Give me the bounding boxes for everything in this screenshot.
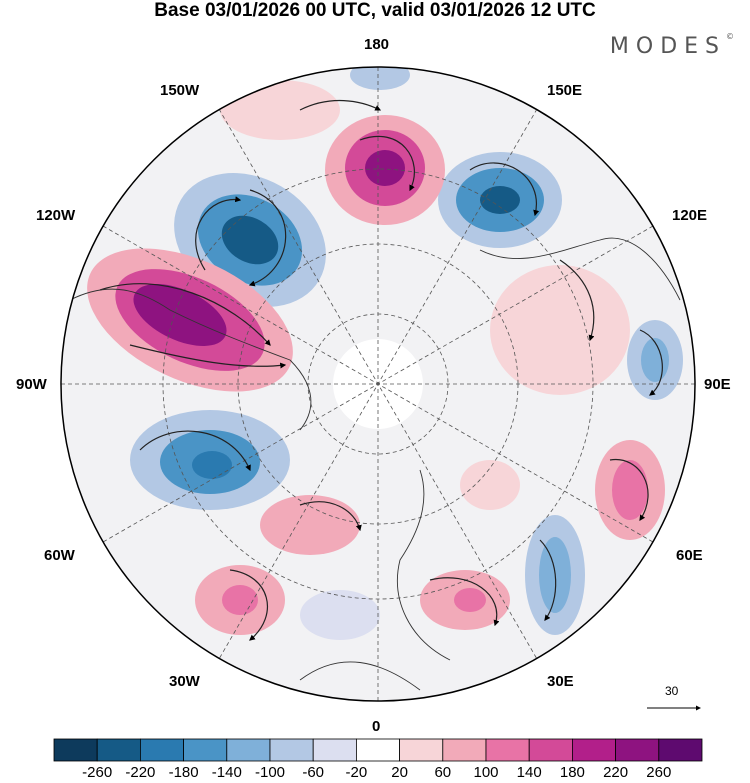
wind-streamlines bbox=[99, 100, 663, 641]
colorbar-tick-label: -100 bbox=[254, 764, 286, 781]
colorbar-swatch bbox=[269, 738, 314, 762]
colorbar-swatch bbox=[528, 738, 573, 762]
colorbar-tick-label: -220 bbox=[125, 764, 156, 781]
anomaly-field bbox=[61, 67, 695, 701]
colorbar-tick-label: 260 bbox=[646, 764, 672, 781]
colorbar-tick-label: 20 bbox=[391, 764, 408, 781]
colorbar-swatch bbox=[139, 738, 184, 762]
brand-mark: © bbox=[726, 32, 734, 41]
map-boundary bbox=[60, 66, 696, 702]
colorbar-swatch bbox=[572, 738, 617, 762]
colorbar-tick-label: -260 bbox=[82, 764, 113, 781]
colorbar-swatch bbox=[96, 738, 141, 762]
lon-label-180: 180 bbox=[364, 36, 390, 53]
colorbar-tick-label: 180 bbox=[559, 764, 585, 781]
brand-name: MODES bbox=[609, 34, 726, 59]
colorbar-swatch bbox=[442, 738, 487, 762]
lon-label-30w: 30W bbox=[169, 673, 200, 690]
colorbar-swatch bbox=[658, 738, 703, 762]
lon-label-60e: 60E bbox=[676, 547, 703, 564]
colorbar-swatch bbox=[355, 738, 400, 762]
lon-label-60w: 60W bbox=[44, 547, 75, 564]
lon-label-120e: 120E bbox=[672, 207, 708, 224]
colorbar-tick-label: -180 bbox=[168, 764, 199, 781]
colorbar-tick-label: -20 bbox=[345, 764, 368, 781]
lon-label-150e: 150E bbox=[547, 82, 583, 99]
colorbar-tick-label: 100 bbox=[473, 764, 499, 781]
colorbar-swatch bbox=[183, 738, 228, 762]
lon-label-90w: 90W bbox=[16, 376, 47, 393]
colorbar-swatch bbox=[53, 738, 98, 762]
colorbar bbox=[53, 738, 703, 762]
colorbar-tick-label: 60 bbox=[434, 764, 452, 781]
colorbar-swatch bbox=[226, 738, 271, 762]
coastlines bbox=[69, 237, 681, 691]
lon-label-90e: 90E bbox=[704, 376, 731, 393]
colorbar-tick-label: -140 bbox=[211, 764, 242, 781]
colorbar-swatch bbox=[312, 738, 357, 762]
map-title: Base 03/01/2026 00 UTC, valid 03/01/2026… bbox=[154, 0, 596, 21]
colorbar-tick-label: 220 bbox=[603, 764, 629, 781]
brand-logo: MODES© bbox=[609, 32, 734, 59]
lon-label-120w: 120W bbox=[36, 207, 76, 224]
colorbar-tick-label: -60 bbox=[302, 764, 325, 781]
colorbar-swatch bbox=[615, 738, 660, 762]
graticule bbox=[61, 67, 695, 701]
reference-vector-label: 30 bbox=[665, 684, 679, 698]
lon-label-30e: 30E bbox=[547, 673, 574, 690]
lon-label-150w: 150W bbox=[160, 82, 200, 99]
colorbar-swatch bbox=[485, 738, 530, 762]
lon-label-0: 0 bbox=[372, 718, 381, 735]
colorbar-swatch bbox=[399, 738, 444, 762]
colorbar-tick-label: 140 bbox=[516, 764, 542, 781]
